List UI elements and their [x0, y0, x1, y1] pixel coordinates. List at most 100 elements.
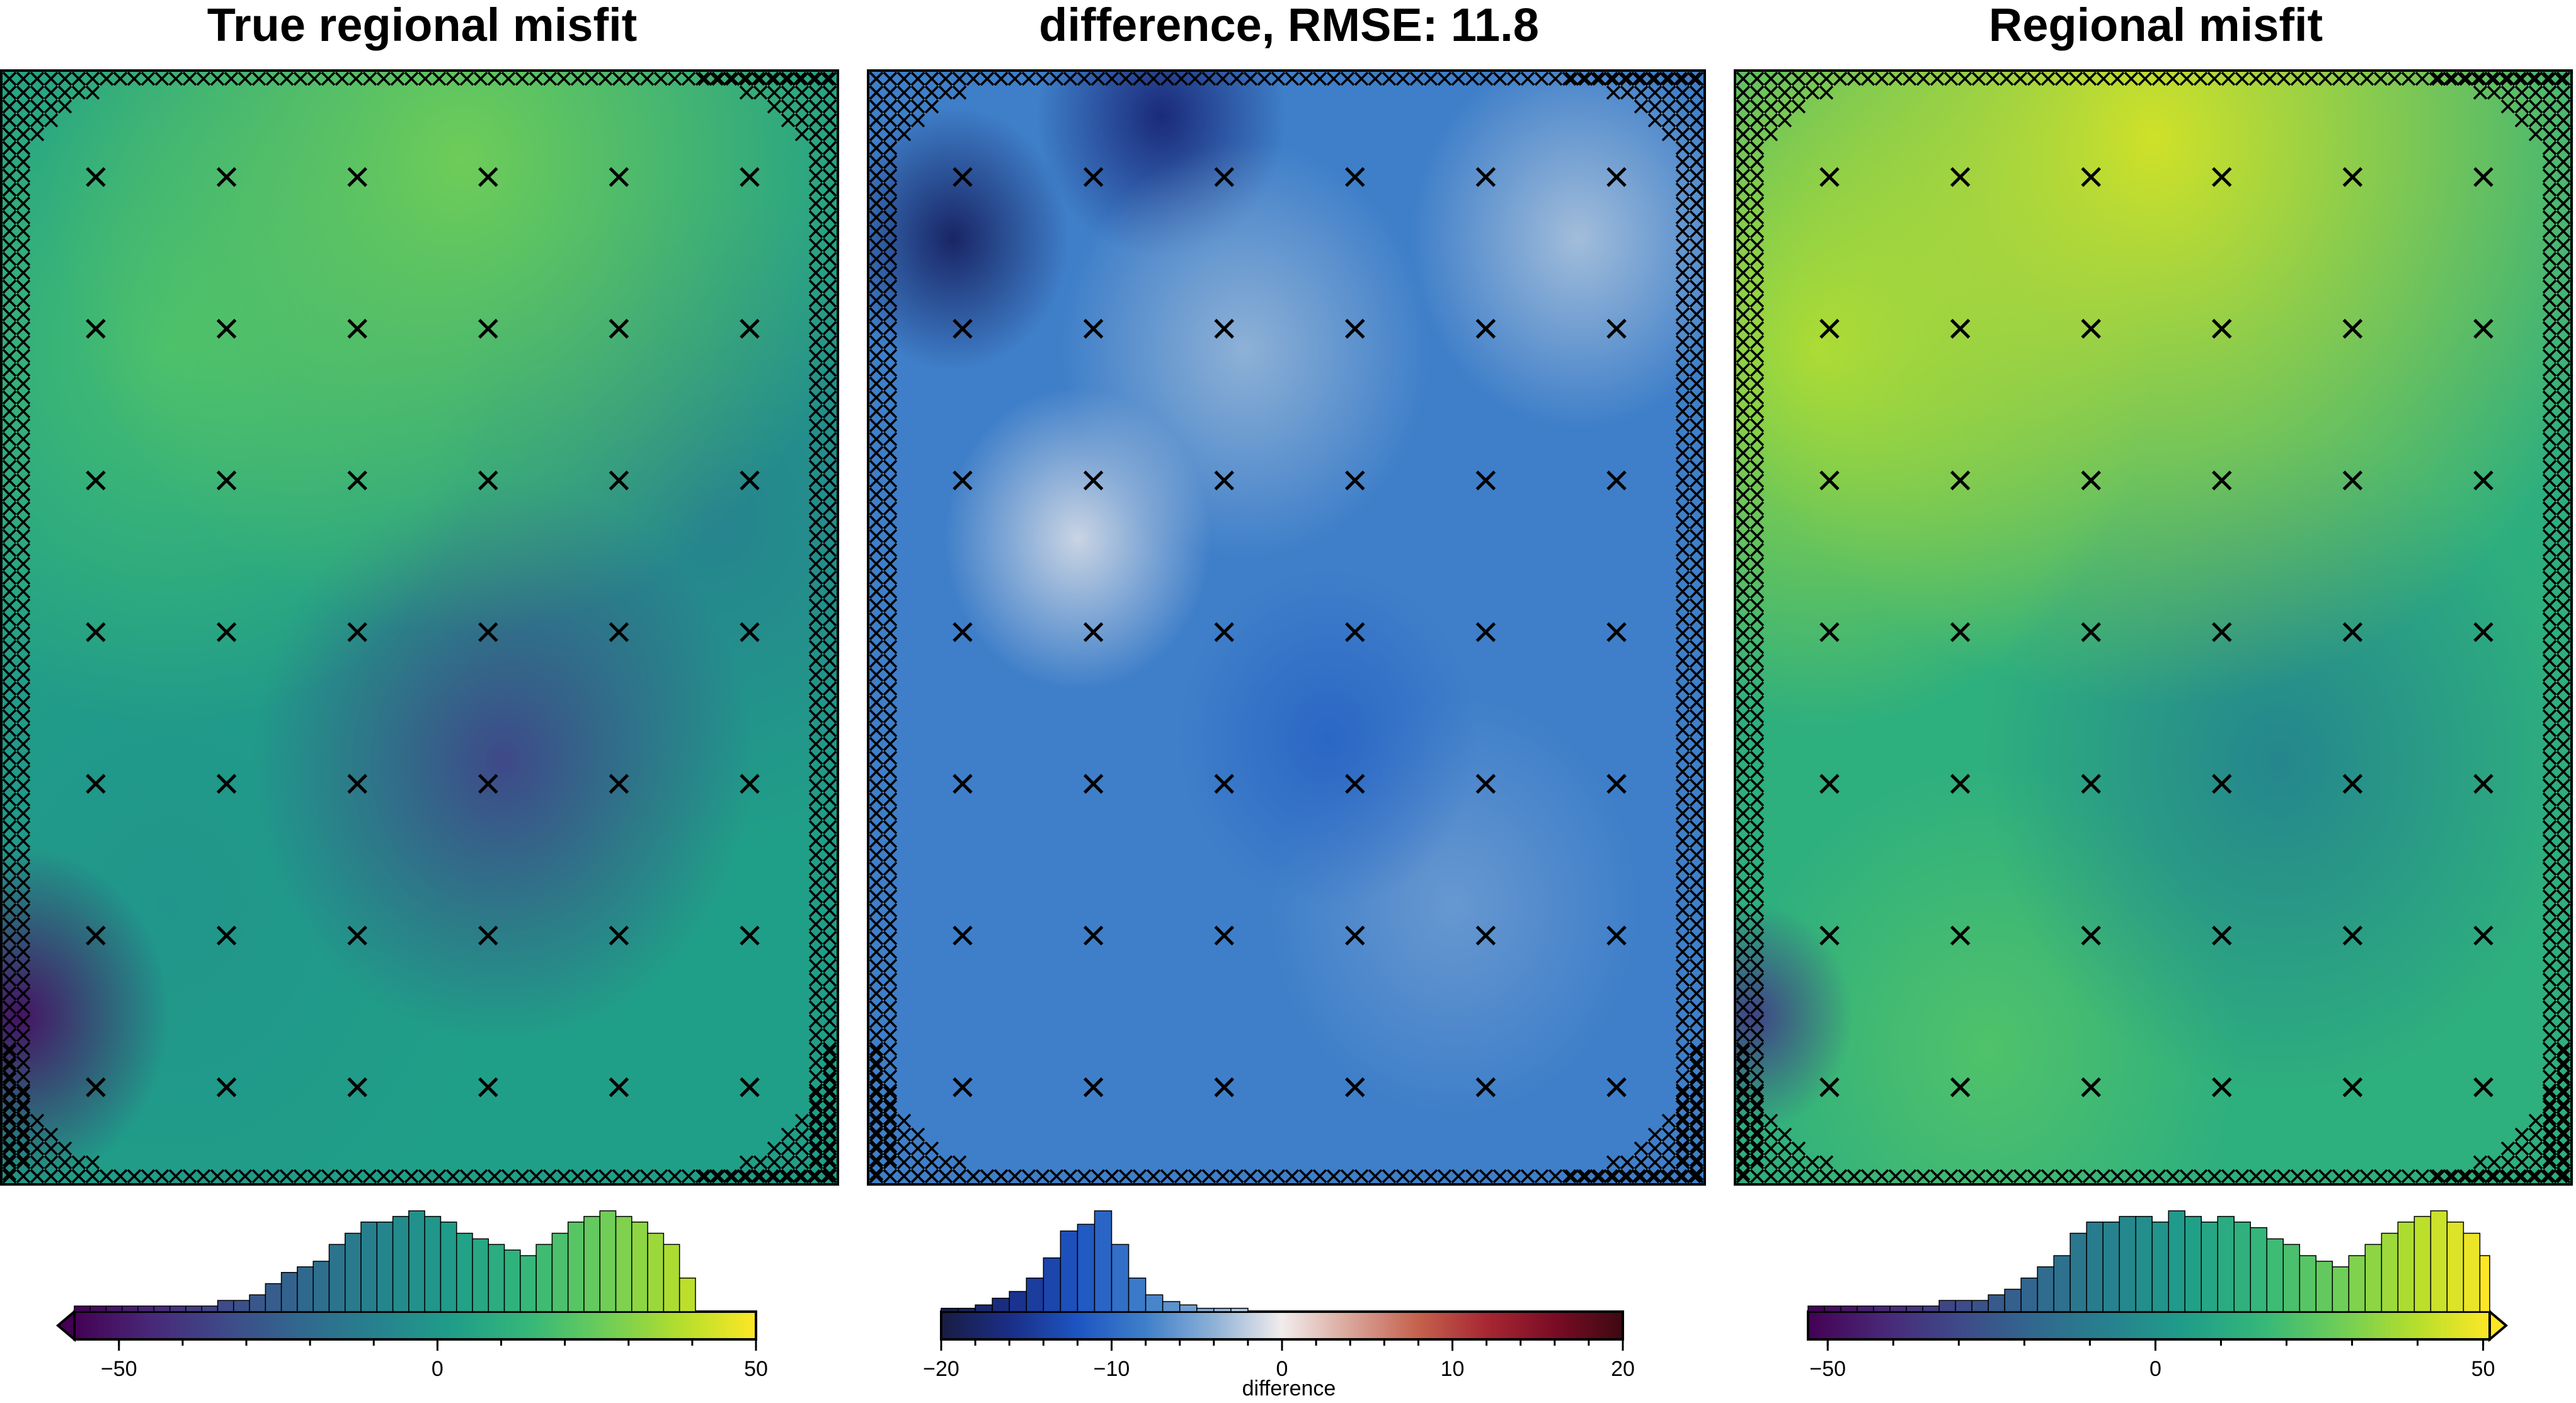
histogram-bar [1026, 1277, 1045, 1312]
histogram-bar [2184, 1216, 2202, 1312]
colorbar-extend-max [2488, 1309, 2509, 1343]
histogram-bar [201, 1305, 219, 1312]
histogram-bar [169, 1305, 186, 1312]
histogram-bar [551, 1232, 569, 1312]
histogram-bar [663, 1244, 680, 1312]
histogram-bar [1009, 1291, 1027, 1312]
colorbar [73, 1310, 757, 1341]
marker-group [3, 72, 837, 1183]
histogram-bar [297, 1266, 314, 1312]
histogram-bar [360, 1222, 378, 1312]
histogram-bar [74, 1305, 91, 1312]
colorbar [1807, 1310, 2491, 1341]
marker-group [869, 72, 1703, 1183]
histogram-bar [265, 1283, 282, 1312]
histogram-bar [1824, 1305, 1841, 1312]
histogram-bar [599, 1210, 617, 1312]
histogram-bar [1213, 1307, 1232, 1312]
histogram-bar [1840, 1305, 1858, 1312]
histogram-bar [2332, 1266, 2350, 1312]
panel-title-true-regional-misfit: True regional misfit [207, 0, 638, 51]
histogram-bar [408, 1210, 425, 1312]
colorbar-tick-label: 20 [1611, 1357, 1635, 1381]
colorbar-tick-label: 0 [2150, 1357, 2161, 1381]
histogram-bar [2413, 1216, 2432, 1312]
histogram-bar [122, 1305, 139, 1312]
histogram-bar [678, 1277, 696, 1312]
histogram-bar [105, 1305, 123, 1312]
histogram-bar [1922, 1305, 1940, 1312]
histogram-bar [153, 1305, 171, 1312]
histogram-bar [520, 1255, 537, 1312]
colorbar-tick-label: 0 [432, 1357, 444, 1381]
histogram-bar [185, 1305, 202, 1312]
histogram-bar [992, 1297, 1010, 1312]
data-marker-grid [869, 72, 1703, 1183]
histogram-bar [1988, 1294, 2005, 1312]
histogram-bar [2217, 1216, 2235, 1312]
histogram-bar [1077, 1223, 1096, 1312]
colorbar-tick-label: 50 [744, 1357, 768, 1381]
histogram-bar [472, 1238, 489, 1312]
histogram-bar [941, 1307, 959, 1312]
histogram-bar [328, 1244, 346, 1312]
histogram-bar [2119, 1216, 2136, 1312]
histogram-bar [1906, 1305, 1923, 1312]
histogram-bar [1094, 1210, 1113, 1312]
histogram-bar [2069, 1232, 2087, 1312]
histogram-bar [2348, 1255, 2366, 1312]
histogram-bar [2201, 1222, 2218, 1312]
histogram-bar [2397, 1222, 2415, 1312]
histogram-bar [647, 1232, 665, 1312]
histogram-bar [89, 1305, 107, 1312]
colorbar-tick-label: −50 [1809, 1357, 1846, 1381]
histogram-bar [455, 1232, 473, 1312]
histogram-bar [1971, 1300, 1989, 1312]
map-regional-misfit [1734, 69, 2573, 1186]
histogram-bar [2364, 1244, 2383, 1312]
histogram-bar [1230, 1307, 1249, 1312]
histogram-bar [2446, 1222, 2464, 1312]
data-marker-grid [1736, 72, 2570, 1183]
colorbar-tick-label: −20 [923, 1357, 959, 1381]
histogram-bar [1111, 1244, 1130, 1312]
histogram-bar [2282, 1244, 2301, 1312]
histogram-bar [2020, 1277, 2038, 1312]
histogram-bar [2463, 1232, 2481, 1312]
histogram-bar [488, 1244, 505, 1312]
map-difference [867, 69, 1706, 1186]
histogram-bar [1889, 1305, 1907, 1312]
histogram-bar [1060, 1230, 1079, 1312]
histogram-bar [1196, 1307, 1215, 1312]
histogram-bar [615, 1216, 633, 1312]
histogram-bar [2168, 1210, 2185, 1312]
histogram-bar [376, 1222, 394, 1312]
histogram-bar [2430, 1210, 2448, 1312]
histogram-bar [1938, 1300, 1956, 1312]
histogram-bar [1179, 1304, 1198, 1312]
histogram-bar [312, 1261, 330, 1312]
histogram-bar [392, 1216, 409, 1312]
histogram-bar [2151, 1222, 2169, 1312]
histogram-bar [2250, 1227, 2268, 1312]
histogram-bar [631, 1222, 648, 1312]
colorbar-tick-label: 0 [1276, 1357, 1288, 1381]
colorbar-histogram-regional: −50 0 50 [1807, 1210, 2509, 1381]
colorbar [940, 1310, 1624, 1341]
histogram-bar [2381, 1232, 2399, 1312]
histogram-bar [1955, 1300, 1972, 1312]
colorbar-histogram-true: −50 0 50 [55, 1210, 768, 1381]
histogram-bar [440, 1222, 457, 1312]
histogram-bar [2299, 1255, 2317, 1312]
marker-group [1736, 72, 2570, 1183]
histogram-bar [424, 1216, 442, 1312]
histogram-bar [583, 1216, 601, 1312]
histogram-bar [1873, 1305, 1891, 1312]
colorbar-label-difference: difference [1242, 1377, 1336, 1400]
colorbar-tick-label: −50 [101, 1357, 137, 1381]
histogram-bar [567, 1222, 585, 1312]
histogram-bar [503, 1249, 521, 1312]
histogram-bar [958, 1307, 976, 1312]
histogram-bar [137, 1305, 155, 1312]
histogram-bar [1128, 1277, 1147, 1312]
